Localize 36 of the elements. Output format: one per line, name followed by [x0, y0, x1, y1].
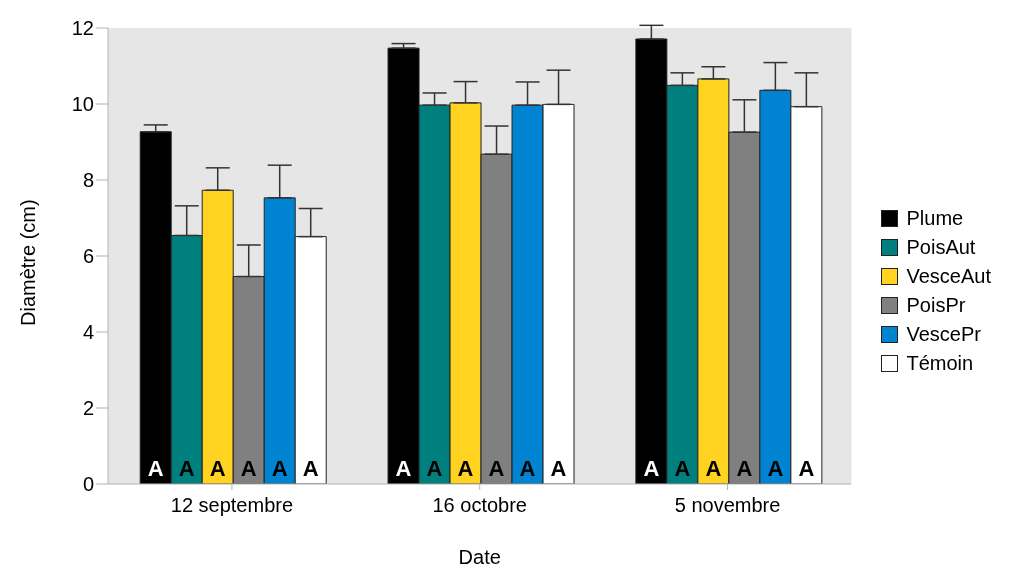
y-tick-label: 4 [82, 321, 94, 344]
data-label: A [178, 456, 195, 481]
data-label: A [209, 456, 226, 481]
data-label: A [705, 456, 722, 481]
y-axis-title: Diamètre (cm) [17, 199, 40, 326]
data-label: A [550, 456, 567, 481]
legend-label: PoisAut [906, 236, 976, 259]
data-label: A [240, 456, 257, 481]
data-label: A [519, 456, 536, 481]
data-label: A [736, 456, 753, 481]
data-label: A [271, 456, 288, 481]
data-label: A [798, 456, 815, 481]
legend-label: PoisPr [906, 294, 966, 317]
y-tick-label: 10 [71, 93, 94, 116]
x-tick-label: 12 septembre [170, 494, 294, 517]
x-tick-label: 16 octobre [432, 494, 527, 517]
y-tick-label: 2 [82, 397, 94, 420]
data-label: A [426, 456, 443, 481]
data-label: A [147, 456, 164, 481]
data-label: A [643, 456, 660, 481]
y-tick-label: 8 [82, 169, 94, 192]
y-tick-label: 12 [71, 17, 94, 40]
x-axis-title: Date [458, 546, 501, 568]
legend-label: Plume [906, 207, 964, 230]
x-tick-label: 5 novembre [674, 494, 781, 517]
data-label: A [302, 456, 319, 481]
legend-label: Témoin [906, 352, 974, 375]
y-tick-label: 6 [82, 245, 94, 268]
data-label: A [674, 456, 691, 481]
y-tick-label: 0 [82, 473, 94, 496]
data-label: A [488, 456, 505, 481]
data-label: A [395, 456, 412, 481]
data-label: A [457, 456, 474, 481]
data-label: A [767, 456, 784, 481]
legend-label: VesceAut [906, 265, 991, 288]
legend-label: VescePr [906, 323, 981, 346]
